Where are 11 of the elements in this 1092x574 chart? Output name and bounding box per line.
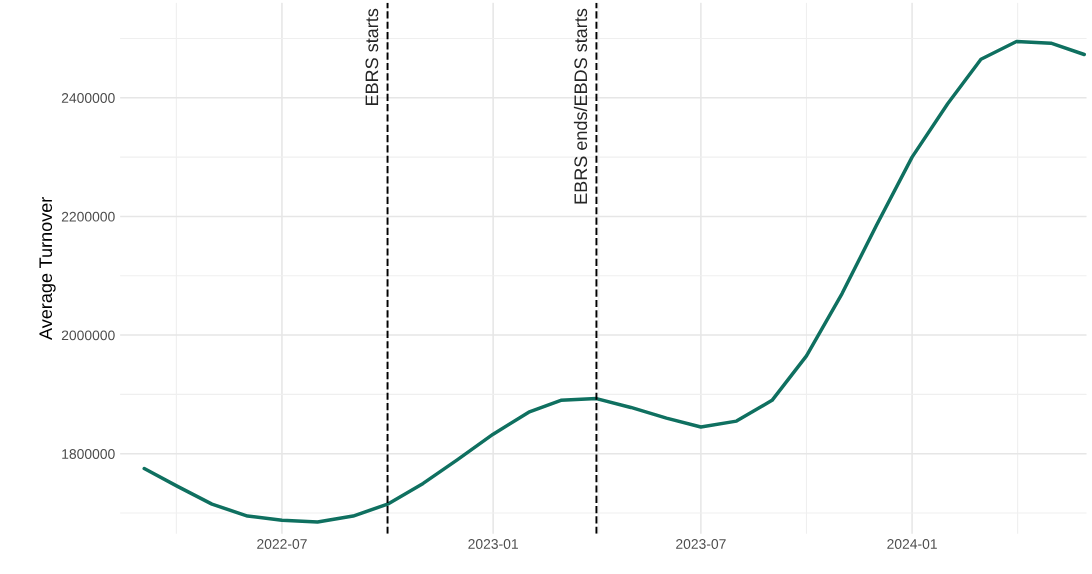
ref-line-label: EBRS starts xyxy=(365,8,379,106)
x-tick-label: 2024-01 xyxy=(887,539,937,549)
y-axis-title: Average Turnover xyxy=(39,197,56,340)
x-tick-label: 2023-01 xyxy=(468,539,518,549)
ref-line-label: EBRS ends/EBDS starts xyxy=(573,8,588,204)
y-tick-label: 2200000 xyxy=(61,211,115,222)
x-tick-label: 2022-07 xyxy=(257,539,307,549)
y-tick-label: 2000000 xyxy=(61,330,115,341)
y-tick-label: 1800000 xyxy=(62,449,115,459)
y-tick-label: 2400000 xyxy=(61,93,115,103)
x-tick-label: 2023-07 xyxy=(676,539,726,549)
